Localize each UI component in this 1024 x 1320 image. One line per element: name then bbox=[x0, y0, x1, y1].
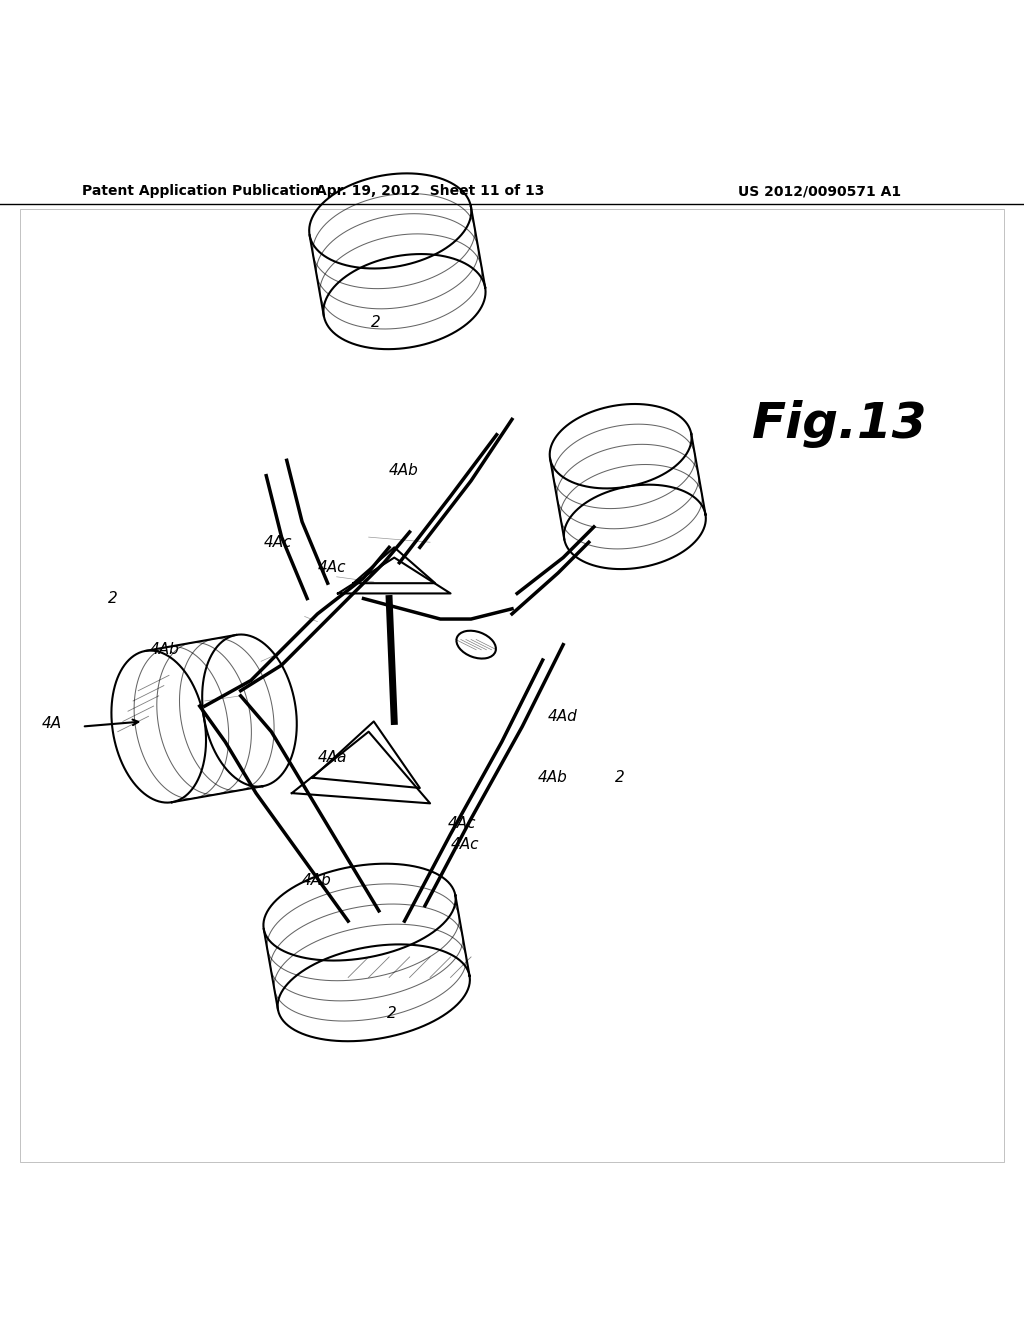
Text: 2: 2 bbox=[108, 591, 118, 606]
Text: 2: 2 bbox=[371, 314, 381, 330]
Text: 4Ac: 4Ac bbox=[451, 837, 479, 851]
Text: Apr. 19, 2012  Sheet 11 of 13: Apr. 19, 2012 Sheet 11 of 13 bbox=[315, 183, 545, 198]
Text: 4Ab: 4Ab bbox=[538, 771, 567, 785]
Text: 4Ab: 4Ab bbox=[389, 463, 419, 478]
Text: Fig.13: Fig.13 bbox=[752, 400, 928, 449]
Text: 4Aa: 4Aa bbox=[317, 750, 347, 764]
Text: 2: 2 bbox=[387, 1006, 397, 1020]
Text: US 2012/0090571 A1: US 2012/0090571 A1 bbox=[738, 183, 901, 198]
Text: 4Ac: 4Ac bbox=[317, 560, 346, 576]
Text: 4Ac: 4Ac bbox=[263, 535, 292, 549]
Text: 4Ac: 4Ac bbox=[447, 816, 476, 832]
Text: 4Ad: 4Ad bbox=[548, 709, 578, 723]
Text: 2: 2 bbox=[614, 771, 625, 785]
Text: 4Ab: 4Ab bbox=[150, 643, 179, 657]
Text: 4Ab: 4Ab bbox=[302, 873, 332, 887]
Text: 4A: 4A bbox=[41, 715, 61, 731]
Text: Patent Application Publication: Patent Application Publication bbox=[82, 183, 319, 198]
